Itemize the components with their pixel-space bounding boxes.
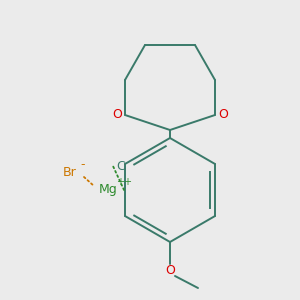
Text: Mg: Mg xyxy=(99,184,117,196)
Text: ++: ++ xyxy=(116,177,132,187)
Text: O: O xyxy=(218,109,228,122)
Text: O: O xyxy=(112,109,122,122)
Text: C: C xyxy=(117,160,125,172)
Text: Br: Br xyxy=(63,166,77,178)
Text: O: O xyxy=(165,263,175,277)
Text: -: - xyxy=(81,158,85,172)
